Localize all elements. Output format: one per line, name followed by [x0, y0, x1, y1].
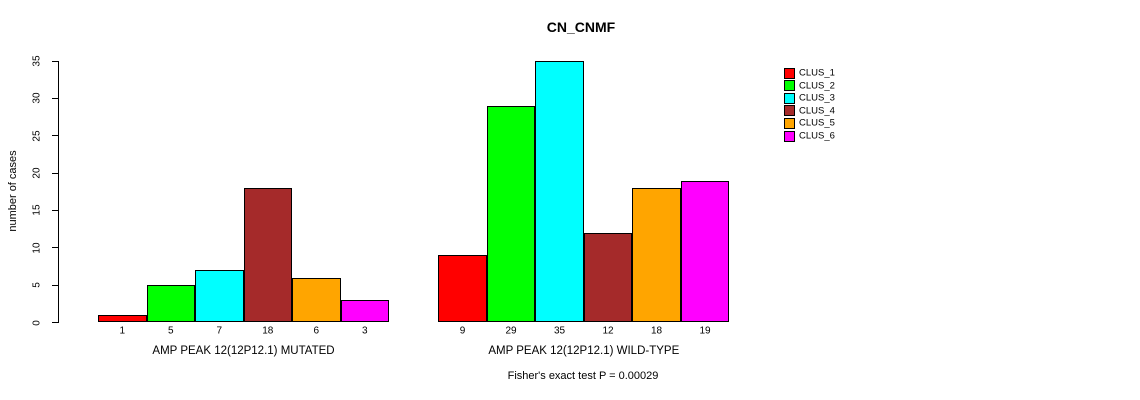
bar-value-label: 5 — [167, 325, 174, 337]
y-tick-label: 25 — [31, 130, 43, 142]
legend-item-label: CLUS_3 — [799, 92, 835, 104]
legend-item-label: CLUS_2 — [799, 80, 835, 92]
y-tick-label: 15 — [31, 204, 43, 216]
y-axis-title: number of cases — [7, 150, 19, 232]
legend-swatch — [784, 92, 795, 104]
bar-value-label: 9 — [459, 325, 466, 337]
bar-value-label: 29 — [505, 325, 517, 337]
x-axis-group-label: AMP PEAK 12(12P12.1) WILD-TYPE — [488, 344, 680, 357]
legend-item-label: CLUS_4 — [799, 105, 835, 117]
bar-value-label: 19 — [699, 325, 711, 337]
bar — [243, 188, 292, 323]
y-tick — [51, 322, 59, 323]
bar — [438, 255, 487, 323]
bar-value-label: 1 — [119, 325, 126, 337]
legend-swatch — [784, 117, 795, 129]
y-tick — [51, 284, 59, 286]
bar — [146, 285, 195, 323]
bar — [292, 277, 341, 323]
bar — [680, 180, 730, 323]
y-tick-label: 20 — [31, 167, 43, 179]
y-tick-label: 5 — [31, 282, 43, 288]
y-tick — [51, 97, 59, 99]
bar-value-label: 35 — [553, 325, 566, 337]
bar — [486, 105, 536, 323]
y-tick — [51, 135, 59, 137]
legend-item-label: CLUS_6 — [799, 130, 835, 142]
legend-swatch — [784, 130, 795, 142]
y-axis-line — [57, 61, 59, 323]
bar-value-label: 6 — [313, 325, 320, 337]
bar-value-label: 18 — [262, 325, 274, 337]
legend-item-label: CLUS_1 — [799, 67, 835, 79]
bar-value-label: 18 — [650, 325, 663, 337]
y-tick-label: 30 — [31, 92, 43, 104]
legend-item-label: CLUS_5 — [799, 117, 835, 129]
y-tick-label: 0 — [31, 319, 43, 326]
bar — [340, 300, 389, 323]
bar — [583, 232, 633, 323]
y-tick — [51, 247, 59, 249]
bar — [535, 61, 584, 323]
bar-value-label: 12 — [602, 325, 614, 337]
y-tick-label: 35 — [31, 55, 43, 67]
chart-title: CN_CNMF — [546, 19, 616, 35]
bar — [195, 270, 244, 323]
y-tick — [51, 209, 59, 211]
x-axis-group-label: AMP PEAK 12(12P12.1) MUTATED — [152, 344, 335, 357]
legend-swatch — [784, 80, 795, 92]
bar-value-label: 3 — [361, 325, 368, 337]
y-tick — [51, 172, 59, 174]
y-tick — [51, 60, 59, 62]
bar — [98, 315, 147, 323]
legend-swatch — [784, 105, 795, 117]
bar — [632, 188, 681, 323]
y-tick-label: 10 — [31, 242, 43, 254]
fisher-test-annotation: Fisher's exact test P = 0.00029 — [507, 370, 659, 382]
bar-value-label: 7 — [216, 325, 223, 337]
legend-swatch — [784, 67, 795, 79]
